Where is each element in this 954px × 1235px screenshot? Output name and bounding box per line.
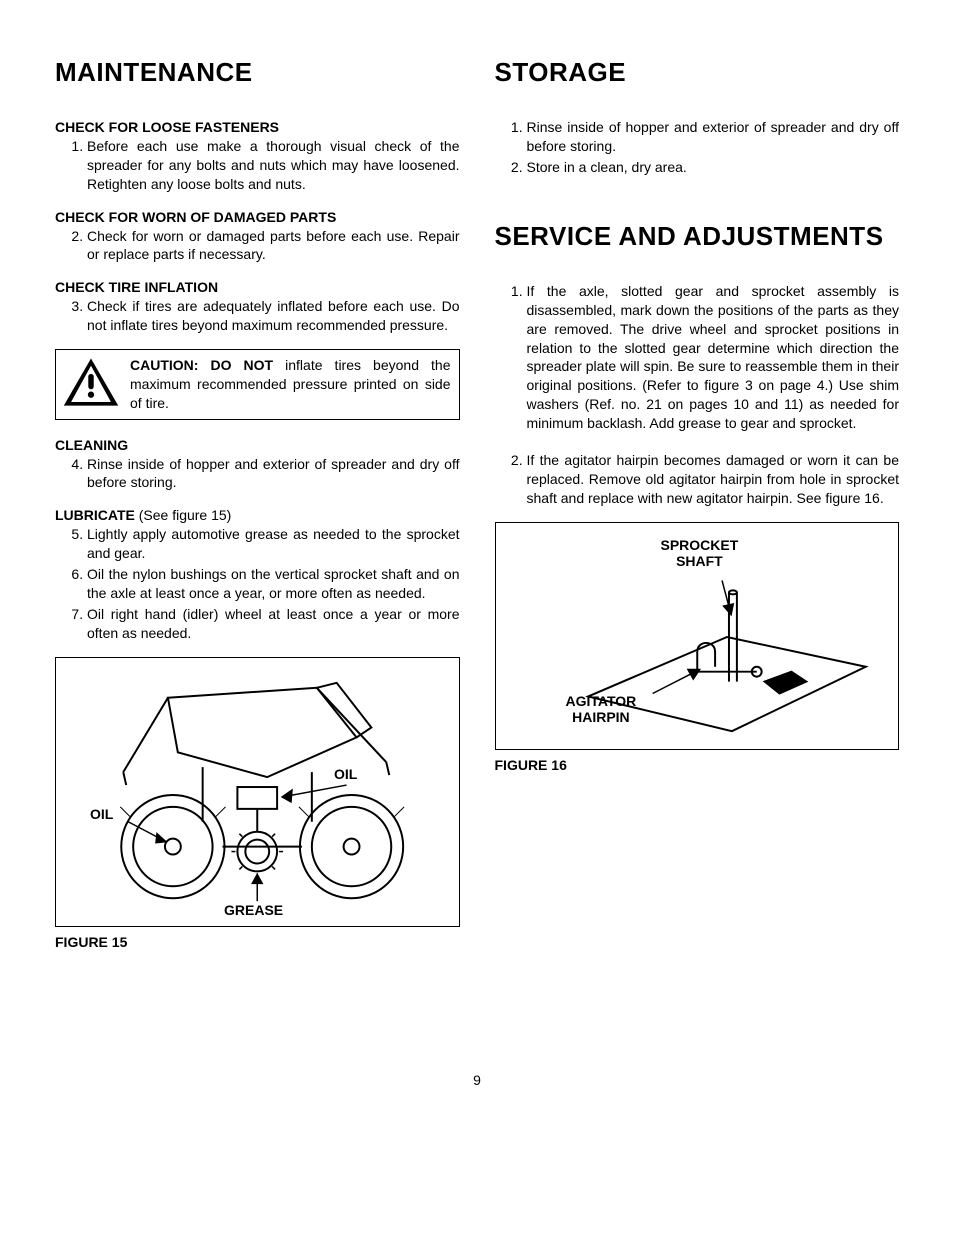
service-heading: SERVICE AND ADJUSTMENTS: [495, 219, 900, 254]
section-fasteners: CHECK FOR LOOSE FASTENERS Before each us…: [55, 118, 460, 194]
maintenance-heading: MAINTENANCE: [55, 55, 460, 90]
cleaning-list: Rinse inside of hopper and exterior of s…: [55, 455, 460, 493]
fasteners-list: Before each use make a thorough visual c…: [55, 137, 460, 194]
fig15-oil-left: OIL: [90, 806, 113, 822]
right-column: STORAGE Rinse inside of hopper and exter…: [495, 55, 900, 951]
storage-heading: STORAGE: [495, 55, 900, 90]
section-tire: CHECK TIRE INFLATION Check if tires are …: [55, 278, 460, 335]
worn-item: Check for worn or damaged parts before e…: [87, 227, 460, 265]
tire-list: Check if tires are adequately inflated b…: [55, 297, 460, 335]
fig16-sprocket: SPROCKET SHAFT: [661, 537, 739, 569]
section-lubricate: LUBRICATE (See figure 15) Lightly apply …: [55, 506, 460, 642]
fig16-hairpin: AGITATOR HAIRPIN: [566, 693, 637, 725]
fig15-oil-right: OIL: [334, 766, 357, 782]
tire-subhead: CHECK TIRE INFLATION: [55, 278, 460, 297]
left-column: MAINTENANCE CHECK FOR LOOSE FASTENERS Be…: [55, 55, 460, 951]
caution-box: CAUTION: DO NOT inflate tires beyond the…: [55, 349, 460, 420]
caution-lead: CAUTION: DO NOT: [130, 357, 273, 373]
figure-16-box: SPROCKET SHAFT AGITATOR HAIRPIN: [495, 522, 900, 750]
fasteners-subhead: CHECK FOR LOOSE FASTENERS: [55, 118, 460, 137]
figure-15-box: OIL OIL GREASE: [55, 657, 460, 927]
storage-item-2: Store in a clean, dry area.: [527, 158, 900, 177]
lubricate-list: Lightly apply automotive grease as neede…: [55, 525, 460, 642]
page-number: 9: [55, 1071, 899, 1090]
fig15-grease: GREASE: [224, 902, 283, 918]
figure-15-caption: FIGURE 15: [55, 933, 460, 952]
figure-16-caption: FIGURE 16: [495, 756, 900, 775]
cleaning-subhead: CLEANING: [55, 436, 460, 455]
worn-subhead: CHECK FOR WORN OF DAMAGED PARTS: [55, 208, 460, 227]
lubricate-subhead: LUBRICATE (See figure 15): [55, 506, 460, 525]
caution-text: CAUTION: DO NOT inflate tires beyond the…: [130, 356, 451, 413]
figure-15-svg: [56, 658, 459, 926]
fasteners-item: Before each use make a thorough visual c…: [87, 137, 460, 194]
tire-item: Check if tires are adequately inflated b…: [87, 297, 460, 335]
cleaning-item: Rinse inside of hopper and exterior of s…: [87, 455, 460, 493]
storage-item-1: Rinse inside of hopper and exterior of s…: [527, 118, 900, 156]
warning-icon: [62, 356, 120, 408]
worn-list: Check for worn or damaged parts before e…: [55, 227, 460, 265]
service-item-2: If the agitator hairpin becomes damaged …: [527, 451, 900, 508]
service-list: If the axle, slotted gear and sprocket a…: [495, 282, 900, 508]
section-cleaning: CLEANING Rinse inside of hopper and exte…: [55, 436, 460, 493]
lubricate-item-7: Oil right hand (idler) wheel at least on…: [87, 605, 460, 643]
section-worn: CHECK FOR WORN OF DAMAGED PARTS Check fo…: [55, 208, 460, 265]
lubricate-rest: (See figure 15): [135, 507, 232, 523]
lubricate-item-5: Lightly apply automotive grease as neede…: [87, 525, 460, 563]
storage-list: Rinse inside of hopper and exterior of s…: [495, 118, 900, 177]
lubricate-label: LUBRICATE: [55, 507, 135, 523]
lubricate-item-6: Oil the nylon bushings on the vertical s…: [87, 565, 460, 603]
service-item-1: If the axle, slotted gear and sprocket a…: [527, 282, 900, 433]
